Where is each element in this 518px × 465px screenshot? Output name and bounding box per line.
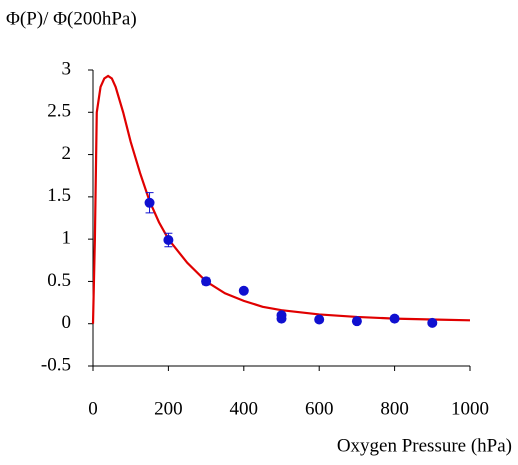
data-point [314,314,325,325]
y-axis-title: Φ(P)/ Φ(200hPa) [6,8,137,29]
y-tick-label: -0.5 [41,354,71,375]
x-tick-label: 600 [305,398,334,419]
x-tick-label: 400 [230,398,259,419]
y-tick-label: 1 [62,228,72,249]
y-tick-label: 3 [62,58,72,79]
data-point [238,285,249,296]
data-point [276,310,287,321]
x-tick-label: 1000 [451,398,489,419]
x-tick-label: 200 [154,398,183,419]
y-tick-label: 2.5 [47,101,71,122]
data-point [427,317,438,328]
y-tick-label: 0 [62,312,72,333]
x-tick-label: 0 [88,398,98,419]
x-axis-title: Oxygen Pressure (hPa) [337,435,512,456]
data-point [389,313,400,324]
data-point [201,276,212,287]
data-point [351,316,362,327]
y-tick-label: 2 [62,143,72,164]
fit-curve [91,74,471,324]
data-point [163,234,174,245]
x-tick-label: 800 [380,398,409,419]
y-tick-label: 0.5 [47,270,71,291]
y-tick-label: 1.5 [47,185,71,206]
data-point [144,197,155,208]
